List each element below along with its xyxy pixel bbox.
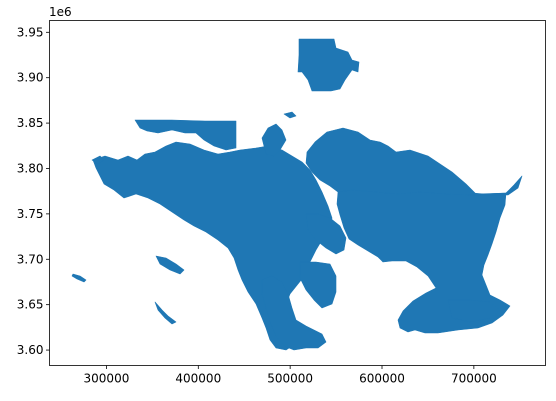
x-axis: 300000 400000 500000 600000 700000 bbox=[84, 365, 497, 386]
x-tick-label: 700000 bbox=[451, 372, 497, 386]
y-tick-label: 3.85 bbox=[17, 116, 44, 130]
island-mid-2 bbox=[154, 301, 177, 325]
island-small-2 bbox=[91, 155, 105, 165]
island-west bbox=[71, 273, 87, 283]
region-northwest-strip bbox=[134, 119, 237, 151]
region-center-ridge bbox=[305, 213, 347, 255]
island-mid-1 bbox=[155, 255, 185, 275]
y-tick-label: 3.75 bbox=[17, 207, 44, 221]
y-tick-label: 3.70 bbox=[17, 252, 44, 266]
plot-border bbox=[49, 20, 546, 366]
region-north-island bbox=[297, 38, 360, 92]
y-tick-label: 3.60 bbox=[17, 343, 44, 357]
region-south-coast bbox=[261, 275, 327, 351]
region-south-central bbox=[299, 261, 337, 309]
region-central-west bbox=[92, 141, 333, 351]
map-polygons bbox=[71, 38, 523, 351]
y-axis: 3.60 3.65 3.70 3.75 3.80 3.85 3.90 3.95 bbox=[17, 25, 50, 357]
region-east-north bbox=[305, 127, 523, 196]
y-axis-offset-label: 1e6 bbox=[49, 5, 72, 19]
x-tick-label: 300000 bbox=[84, 372, 130, 386]
x-tick-label: 500000 bbox=[267, 372, 313, 386]
x-tick-label: 400000 bbox=[175, 372, 221, 386]
y-tick-label: 3.90 bbox=[17, 71, 44, 85]
region-northeast-finger bbox=[261, 123, 287, 157]
axes-frame bbox=[49, 20, 546, 366]
region-desert-south bbox=[447, 299, 501, 323]
x-tick-label: 600000 bbox=[359, 372, 405, 386]
island-small-1 bbox=[283, 111, 297, 119]
y-tick-label: 3.80 bbox=[17, 161, 44, 175]
y-tick-label: 3.95 bbox=[17, 25, 44, 39]
y-tick-label: 3.65 bbox=[17, 298, 44, 312]
